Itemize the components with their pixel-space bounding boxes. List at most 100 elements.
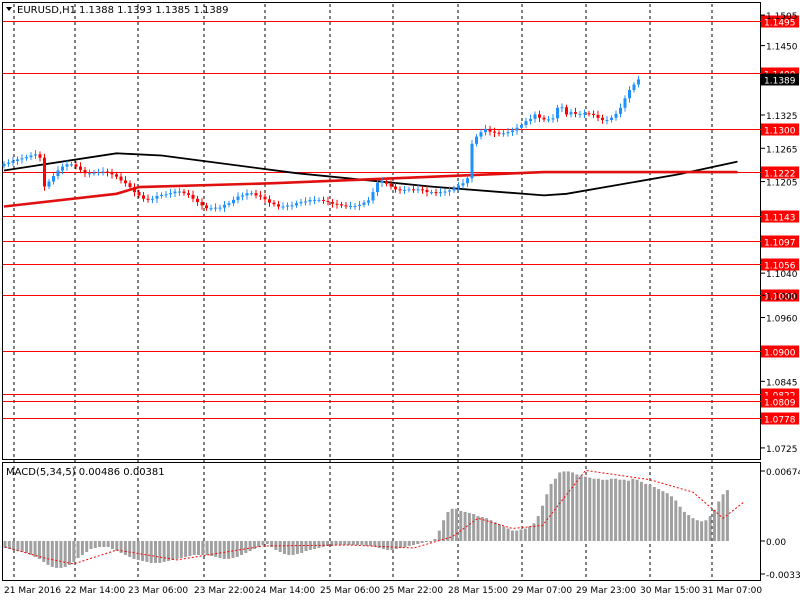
macd-histogram-bar bbox=[455, 508, 458, 541]
macd-histogram-bar bbox=[115, 541, 119, 551]
triangle-down-icon[interactable] bbox=[6, 7, 12, 11]
candle-body bbox=[430, 192, 433, 194]
candle-body bbox=[425, 189, 429, 193]
candle-body bbox=[470, 143, 474, 179]
macd-histogram-bar bbox=[708, 516, 712, 541]
macd-histogram-bar bbox=[158, 541, 162, 563]
candle-body bbox=[569, 112, 573, 115]
candle-body bbox=[520, 124, 523, 128]
macd-histogram-bar bbox=[549, 483, 553, 541]
level-price-label: 1.1495 bbox=[764, 19, 796, 29]
level-price-label: 1.1143 bbox=[764, 214, 796, 224]
macd-histogram-bar bbox=[154, 541, 157, 563]
level-price-tag bbox=[761, 123, 799, 136]
candle-body bbox=[511, 130, 514, 133]
macd-histogram-bar bbox=[622, 479, 626, 541]
candle-body bbox=[173, 191, 177, 194]
macd-histogram-bar bbox=[192, 541, 196, 555]
price-tick-label: 1.1505 bbox=[766, 12, 798, 22]
macd-histogram-bar bbox=[670, 496, 673, 541]
macd-histogram-bar bbox=[553, 478, 557, 541]
candle-body bbox=[434, 192, 438, 194]
macd-histogram-bar bbox=[648, 484, 652, 541]
macd-histogram-bar bbox=[476, 516, 480, 541]
candle-body bbox=[245, 193, 249, 196]
macd-histogram-bar bbox=[265, 541, 269, 544]
macd-histogram-bar bbox=[300, 541, 304, 553]
candle-body bbox=[250, 193, 253, 195]
macd-histogram-bar bbox=[351, 541, 355, 545]
candle-body bbox=[308, 199, 312, 202]
candle-body bbox=[299, 202, 303, 204]
macd-histogram-bar bbox=[618, 479, 622, 541]
candle-body bbox=[232, 199, 235, 204]
macd-histogram-bar bbox=[72, 541, 76, 562]
x-tick-label: 22 Mar 14:00 bbox=[65, 586, 125, 596]
macd-histogram-bar bbox=[283, 541, 286, 554]
macd-histogram-bar bbox=[42, 541, 46, 562]
x-tick-label: 25 Mar 06:00 bbox=[320, 586, 380, 596]
candle-body bbox=[326, 200, 330, 203]
level-price-label: 1.1097 bbox=[764, 239, 796, 249]
main-chart-frame bbox=[2, 2, 761, 460]
level-price-tag bbox=[761, 345, 799, 358]
candle-body bbox=[565, 107, 568, 115]
candle-body bbox=[7, 162, 10, 164]
macd-histogram-bar bbox=[166, 541, 170, 561]
price-tick-label: 1.1000 bbox=[766, 292, 798, 302]
candle-body bbox=[227, 203, 231, 205]
level-price-label: 1.1056 bbox=[764, 262, 796, 272]
macd-histogram-bar bbox=[132, 541, 136, 559]
macd-histogram-bar bbox=[691, 518, 695, 541]
candle-body bbox=[385, 181, 388, 184]
candle-body bbox=[353, 205, 357, 207]
macd-histogram-bar bbox=[261, 541, 265, 545]
candle-body bbox=[119, 176, 123, 181]
candle-body bbox=[533, 114, 537, 119]
candle-body bbox=[344, 205, 348, 207]
candle-body bbox=[196, 198, 199, 203]
macd-histogram-bar bbox=[579, 475, 583, 541]
candle-body bbox=[479, 132, 483, 137]
candle-body bbox=[542, 117, 546, 120]
macd-histogram-bar bbox=[532, 523, 536, 541]
macd-histogram-bar bbox=[248, 541, 252, 551]
macd-histogram-bar bbox=[162, 541, 166, 562]
level-price-tag bbox=[761, 395, 799, 408]
candle-body bbox=[47, 181, 51, 187]
macd-histogram-bar bbox=[627, 480, 630, 541]
macd-histogram-bar bbox=[93, 541, 97, 548]
macd-histogram-bar bbox=[373, 541, 377, 547]
macd-histogram-bar bbox=[571, 472, 575, 541]
price-tick-label: 1.1205 bbox=[766, 179, 798, 189]
candle-body bbox=[592, 113, 595, 115]
level-price-tag bbox=[761, 166, 799, 179]
candle-body bbox=[92, 172, 96, 174]
candle-body bbox=[133, 187, 136, 193]
macd-histogram-bar bbox=[459, 510, 463, 541]
candle-body bbox=[70, 164, 73, 166]
macd-histogram-bar bbox=[541, 505, 544, 541]
candle-body bbox=[2, 163, 6, 167]
macd-histogram-bar bbox=[390, 541, 394, 550]
candle-body bbox=[529, 118, 532, 122]
candle-body bbox=[551, 118, 555, 120]
candle-body bbox=[277, 204, 280, 207]
macd-histogram-bar bbox=[12, 541, 16, 550]
candle-body bbox=[74, 164, 78, 167]
candle-body bbox=[164, 194, 168, 196]
candle-body bbox=[502, 133, 505, 135]
x-tick-label: 25 Mar 22:00 bbox=[383, 586, 443, 596]
macd-histogram-bar bbox=[394, 541, 398, 549]
candle-body bbox=[313, 199, 316, 201]
candle-body bbox=[421, 189, 424, 191]
candle-body bbox=[38, 154, 42, 158]
candle-body bbox=[178, 191, 181, 193]
price-tick-label: 1.0725 bbox=[766, 445, 798, 455]
candle-body bbox=[137, 192, 141, 196]
candle-body bbox=[29, 155, 33, 158]
candle-body bbox=[497, 132, 501, 134]
macd-histogram-bar bbox=[631, 478, 635, 541]
candle-body bbox=[34, 154, 37, 156]
